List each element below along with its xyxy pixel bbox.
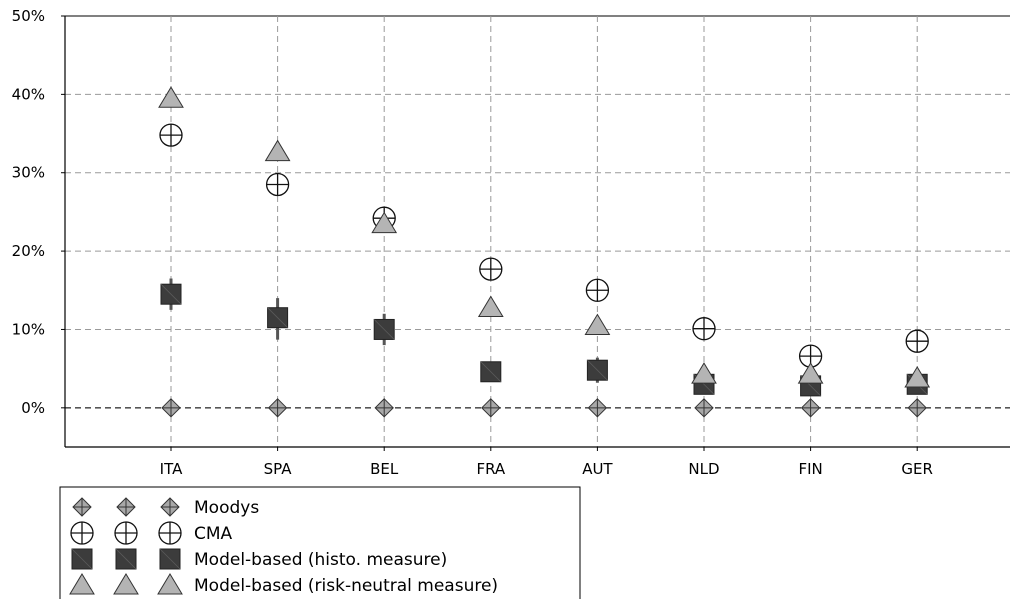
data-point-diamond-cross xyxy=(267,398,288,418)
x-tick-label: GER xyxy=(901,460,933,478)
legend-label: Model-based (histo. measure) xyxy=(194,550,447,570)
data-point-triangle xyxy=(371,211,398,234)
marker-diag xyxy=(159,548,181,570)
data-point-diamond-cross xyxy=(481,398,501,418)
legend-label: CMA xyxy=(194,524,233,544)
data-point-circle-cross xyxy=(692,317,716,341)
data-point-circle-cross xyxy=(265,172,290,197)
data-point-square xyxy=(480,361,502,383)
legend-marker xyxy=(71,548,93,570)
marker-shape xyxy=(797,362,824,384)
marker-diag xyxy=(71,548,93,570)
marker-shape xyxy=(264,139,291,162)
data-point-diamond-cross xyxy=(800,398,821,418)
data-point-square xyxy=(586,359,608,381)
legend-marker xyxy=(158,521,182,545)
marker-diag xyxy=(115,548,137,570)
legend-label: Model-based (risk-neutral measure) xyxy=(194,576,498,596)
x-tick-label: AUT xyxy=(582,460,613,478)
x-tick-labels: ITA SPA BEL FRA AUT NLD FIN GER xyxy=(160,460,933,478)
legend-marker xyxy=(157,573,183,595)
legend-marker xyxy=(113,573,139,595)
legend-label: Moodys xyxy=(194,498,259,518)
marker-diag xyxy=(267,307,288,328)
marker-diag xyxy=(480,361,502,383)
data-point-circle-cross xyxy=(905,329,929,353)
legend: Moodys CMA Model-based (histo. measure) Mod… xyxy=(59,486,581,599)
y-tick-label: 30% xyxy=(12,164,45,182)
data-point-diamond-cross xyxy=(161,398,181,418)
data-point-triangle xyxy=(584,313,611,336)
marker-diag xyxy=(373,319,395,340)
marker-shape xyxy=(691,362,717,384)
data-point-diamond-cross xyxy=(587,398,608,418)
data-point-circle-cross xyxy=(585,278,610,302)
y-tick-label: 10% xyxy=(12,320,45,338)
data-point-diamond-cross xyxy=(694,398,714,418)
legend-marker xyxy=(116,497,136,517)
x-tick-label: ITA xyxy=(160,460,183,478)
legend-marker xyxy=(159,548,181,570)
data-marks xyxy=(158,86,931,418)
data-point-triangle xyxy=(158,86,184,108)
x-tick-label: NLD xyxy=(688,460,719,478)
data-point-square xyxy=(267,307,289,329)
legend-marker xyxy=(72,497,92,517)
marker-shape xyxy=(904,366,931,388)
marker-shape xyxy=(371,211,398,234)
grid-lines xyxy=(65,15,1010,447)
data-point-square xyxy=(160,283,182,305)
data-point-diamond-cross xyxy=(907,398,927,418)
data-point-triangle xyxy=(264,139,291,162)
x-tick-label: SPA xyxy=(264,460,293,478)
marker-shape xyxy=(158,86,184,108)
x-tick-label: FRA xyxy=(476,460,505,478)
marker-shape xyxy=(157,573,183,595)
y-tick-label: 50% xyxy=(12,7,45,25)
marker-diag xyxy=(160,283,182,305)
y-tick-label: 40% xyxy=(12,85,45,103)
data-point-triangle xyxy=(797,362,824,384)
data-point-triangle xyxy=(691,362,717,384)
marker-shape xyxy=(69,573,95,595)
legend-marker xyxy=(70,521,94,545)
data-point-diamond-cross xyxy=(374,398,394,418)
x-tick-label: BEL xyxy=(370,460,399,478)
data-point-triangle xyxy=(904,366,931,388)
marker-shape xyxy=(477,295,504,318)
data-point-triangle xyxy=(477,295,504,318)
y-tick-labels: 0% 10% 20% 30% 40% 50% xyxy=(12,7,45,417)
legend-marker xyxy=(160,497,180,517)
axes xyxy=(61,15,1010,451)
marker-shape xyxy=(584,313,611,336)
marker-shape xyxy=(113,573,139,595)
legend-marker xyxy=(115,548,137,570)
data-point-circle-cross xyxy=(159,123,183,147)
marker-diag xyxy=(587,359,608,381)
legend-marker xyxy=(114,521,138,545)
data-point-square xyxy=(373,318,395,340)
y-tick-label: 0% xyxy=(21,399,45,417)
y-tick-label: 20% xyxy=(12,242,45,260)
legend-box xyxy=(59,486,581,599)
legend-marker xyxy=(69,573,95,595)
data-point-circle-cross xyxy=(479,257,503,281)
x-tick-label: FIN xyxy=(798,460,822,478)
